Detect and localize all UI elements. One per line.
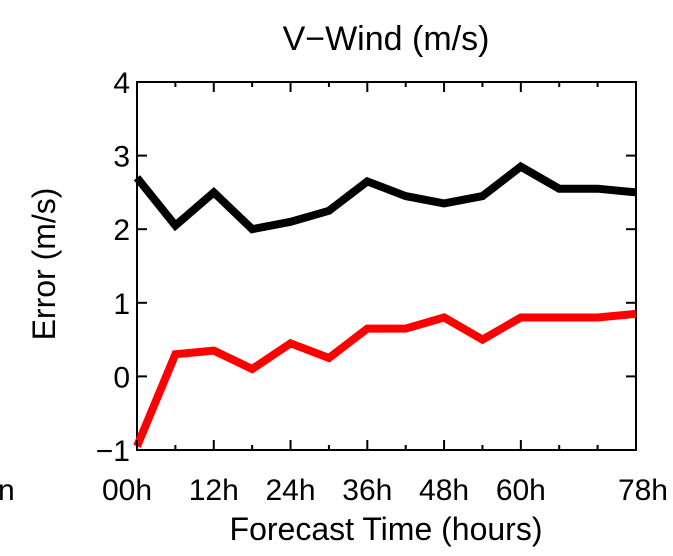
x-tick-label: 48h [419,474,469,507]
x-tick-label: 60h [496,474,546,507]
chart-title: V−Wind (m/s) [283,20,490,58]
y-tick-label: 3 [113,141,130,174]
series-layer [133,161,637,448]
x-tick-label: 36h [342,474,392,507]
left-edge-fragment: n [0,474,15,507]
x-tick-label: 12h [189,474,239,507]
series-line-1 [133,161,637,234]
y-tick-label: 0 [113,361,130,394]
y-tick-label: 4 [113,67,130,100]
x-tick-label: 00h [102,474,152,507]
x-tick-label: 78h [618,474,668,507]
series-line-2 [133,309,637,448]
x-axis-ticks: 00h 12h 24h 36h 48h 60h 78h [102,82,668,507]
y-axis-label: Error (m/s) [26,188,62,341]
plot-area [136,81,637,451]
y-tick-label: 2 [113,214,130,247]
y-tick-label: 1 [113,288,130,321]
y-tick-label: −1 [96,435,130,468]
x-axis-label: Forecast Time (hours) [230,511,543,547]
x-tick-label: 24h [266,474,316,507]
y-axis-ticks: −1 0 1 2 3 4 [96,67,636,468]
plot-frame [136,81,637,451]
